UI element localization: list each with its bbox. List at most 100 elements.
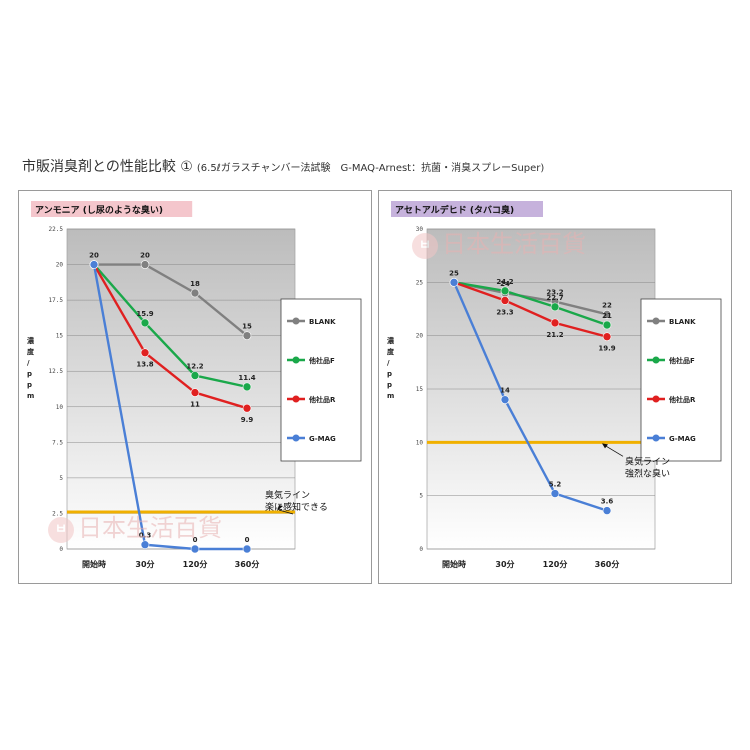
y-axis-label: 濃度/ppm [387, 336, 395, 400]
series-line-他社品F [453, 281, 608, 327]
data-point [190, 288, 200, 298]
y-axis-label: 濃度/ppm [27, 336, 35, 400]
y-tick-label: 10 [416, 439, 424, 446]
y-axis-label-char: p [27, 370, 32, 378]
legend-swatch-marker [652, 434, 660, 442]
threshold-label-line1: 臭気ライン [265, 489, 310, 501]
y-axis-label-char: m [27, 392, 34, 400]
data-label: 12.2 [186, 362, 203, 370]
x-tick-label: 30分 [495, 559, 514, 569]
legend-swatch-marker [292, 317, 300, 325]
y-axis-label-char: 濃 [387, 336, 395, 345]
y-tick-label: 25 [416, 279, 424, 286]
data-label: 0 [245, 536, 250, 544]
series-line-BLANK [94, 263, 248, 337]
page-subtitle: (6.5ℓガラスチャンバー法試験 G-MAQ-Arnest：抗菌・消臭スプレーS… [196, 163, 545, 174]
data-point [242, 403, 252, 413]
data-label: 22 [602, 301, 612, 309]
x-tick-label: 120分 [183, 559, 208, 569]
y-axis-label-char: 度 [27, 347, 35, 356]
y-tick-label: 15 [416, 386, 424, 393]
legend-swatch-marker [652, 395, 660, 403]
data-label: 3.6 [601, 498, 614, 506]
y-axis-label-char: 濃 [27, 336, 35, 345]
threshold-arrow-head [277, 505, 283, 512]
data-label: 19.9 [598, 345, 615, 353]
y-tick-label: 22.5 [49, 226, 64, 233]
data-point [500, 296, 510, 305]
page-title: 市販消臭剤との性能比較 ① (6.5ℓガラスチャンバー法試験 G-MAQ-Arne… [22, 156, 544, 176]
data-point [242, 331, 252, 340]
y-axis-label-char: / [387, 359, 390, 367]
data-point [550, 302, 560, 312]
chart-title: アンモニア (し尿のような臭い) [35, 204, 163, 216]
legend-label: 他社品F [308, 356, 335, 365]
legend-box [640, 298, 722, 462]
data-label: 15.9 [136, 310, 153, 318]
y-tick-label: 5 [419, 493, 423, 500]
data-point [602, 310, 612, 319]
y-tick-label: 0 [59, 546, 63, 553]
data-point [449, 278, 459, 287]
legend-swatch-marker [292, 395, 300, 403]
data-point [550, 318, 560, 328]
data-point [602, 332, 612, 342]
threshold-label-line2: 楽に感知できる [265, 501, 328, 513]
y-tick-label: 2.5 [52, 510, 63, 517]
legend-label: 他社品F [668, 356, 695, 365]
y-tick-label: 12.5 [49, 368, 64, 375]
chart-svg-ammonia: アンモニア (し尿のような臭い) 0 2.5 5 7.5 10 12.5 15 17.5 20 22… [27, 201, 362, 569]
data-label: 25 [449, 269, 459, 277]
data-label: 21 [602, 312, 612, 320]
data-label: 0 [193, 536, 198, 544]
data-point [602, 506, 612, 515]
data-point [140, 260, 150, 269]
legend-label: G-MAG [669, 435, 696, 443]
data-label: 23.2 [546, 289, 563, 297]
data-label: 21.2 [546, 331, 563, 339]
legend-label: G-MAG [309, 435, 336, 443]
chart-title-bg [391, 201, 543, 217]
legend-swatch-marker [652, 356, 660, 364]
y-tick-label: 7.5 [52, 439, 63, 446]
data-point [140, 318, 150, 328]
legend-label: 他社品R [668, 395, 696, 404]
data-label: 15 [242, 323, 252, 331]
y-axis-label-char: p [27, 381, 32, 389]
x-tick-label: 開始時 [82, 559, 106, 569]
legend-box [280, 298, 362, 462]
data-label: 13.8 [136, 361, 153, 369]
data-label: 18 [190, 280, 200, 288]
data-label: 11 [190, 401, 200, 409]
data-point [242, 382, 252, 392]
chart-panel-acetaldehyde: アセトアルデヒド (タバコ臭) 0 5 10 15 20 25 30 濃度 / p p m 開始時 30分 1… [378, 190, 732, 584]
data-point [140, 348, 150, 358]
threshold-label-line2: 強烈な臭い [625, 467, 670, 479]
data-point [190, 371, 200, 380]
x-tick-label: 30分 [135, 559, 154, 569]
y-tick-label: 30 [416, 226, 424, 233]
series-line-G-MAG [92, 264, 247, 551]
threshold-arrow-line [278, 509, 294, 515]
data-label: 0.3 [139, 532, 152, 540]
y-tick-label: 0 [419, 546, 423, 553]
y-tick-label: 15 [56, 333, 64, 340]
legend-label: BLANK [309, 318, 336, 326]
y-tick-label: 5 [59, 475, 63, 482]
data-point [500, 286, 510, 296]
x-tick-label: 120分 [543, 559, 568, 569]
legend-label: BLANK [669, 318, 696, 326]
data-label: 24.2 [496, 278, 513, 286]
y-axis-label-char: p [387, 370, 392, 378]
y-axis-label-char: 度 [387, 347, 395, 356]
legend-swatch-marker [292, 356, 300, 364]
threshold-arrow-head [602, 443, 608, 449]
x-tick-label: 360分 [595, 559, 620, 569]
x-tick-label: 開始時 [442, 559, 466, 569]
chart-panel-ammonia: アンモニア (し尿のような臭い) 0 2.5 5 7.5 10 12.5 15 17.5 20 22… [18, 190, 372, 584]
legend-label: 他社品R [308, 395, 336, 404]
data-label: 24 [500, 280, 510, 288]
legend-swatch-marker [292, 434, 300, 442]
y-tick-label: 20 [56, 262, 64, 269]
data-label: 22.7 [546, 294, 563, 302]
